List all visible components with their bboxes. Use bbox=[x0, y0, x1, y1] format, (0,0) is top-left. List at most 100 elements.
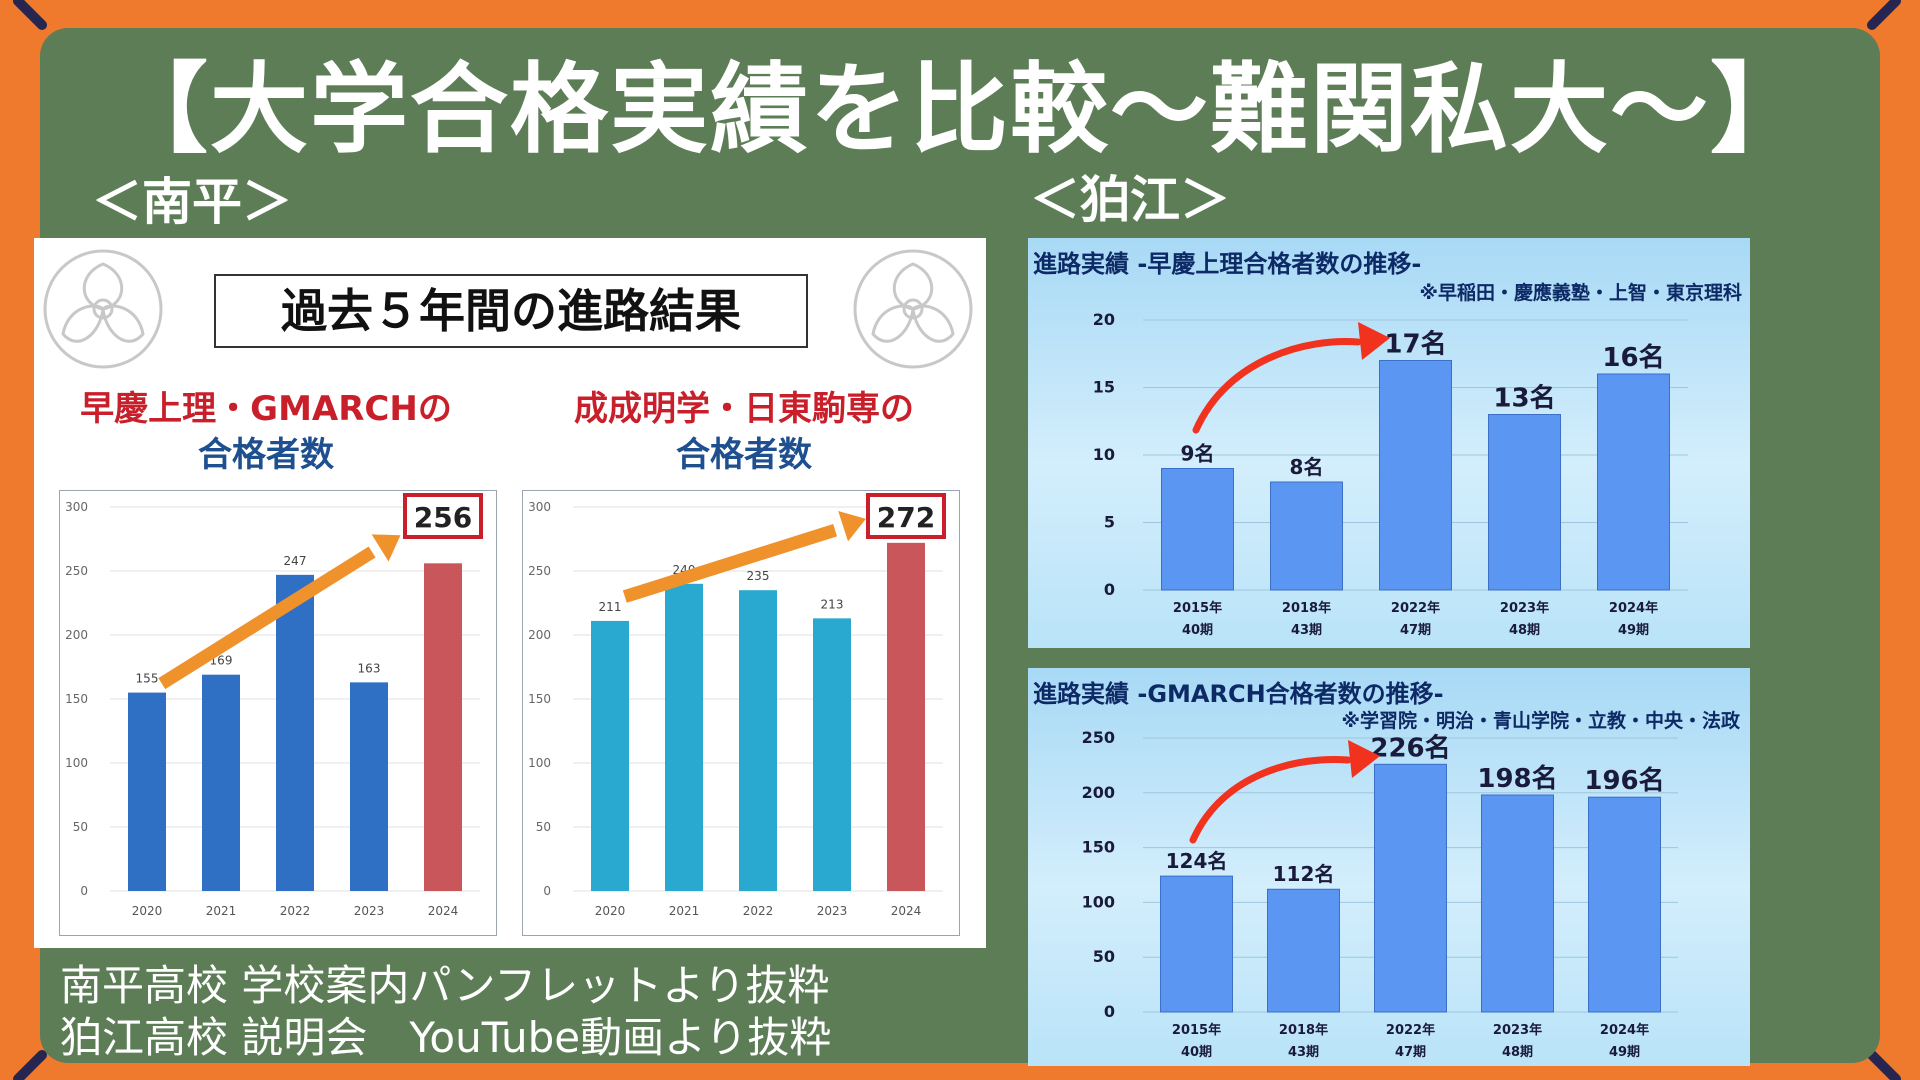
bar bbox=[1481, 794, 1554, 1013]
school-crest-icon bbox=[43, 249, 163, 369]
x-tick-label: 2018年 bbox=[1279, 1022, 1328, 1038]
komae-chart2-note: ※学習院・明治・青山学院・立教・中央・法政 bbox=[1341, 710, 1740, 732]
bar bbox=[350, 682, 388, 891]
bar bbox=[1267, 888, 1340, 1013]
data-label: 112名 bbox=[1273, 862, 1335, 886]
x-tick-label: 2021 bbox=[206, 904, 237, 918]
y-tick-label: 100 bbox=[528, 756, 551, 770]
x-subtick-label: 43期 bbox=[1291, 623, 1322, 638]
page-title: 【大学合格実績を比較～難関私大～】 bbox=[109, 53, 1810, 167]
trend-arrow bbox=[622, 524, 838, 603]
chart-komae-gmarch: 0 50 100 150 200 250 124名 2015年 40期 112名 2018年 43期 2… bbox=[1082, 728, 1678, 1060]
right-section-label: ＜狛江＞ bbox=[1030, 171, 1230, 229]
x-tick-label: 2022年 bbox=[1386, 1022, 1435, 1038]
data-label: 155 bbox=[136, 672, 159, 686]
x-tick-label: 2024年 bbox=[1609, 600, 1658, 616]
x-tick-label: 2022年 bbox=[1391, 600, 1440, 616]
data-label: 247 bbox=[284, 554, 307, 568]
left-section-label: ＜南平＞ bbox=[92, 173, 292, 231]
x-tick-label: 2022 bbox=[743, 904, 774, 918]
data-label: 16名 bbox=[1602, 342, 1664, 373]
trend-arrow bbox=[1189, 755, 1352, 844]
callout-value: 272 bbox=[877, 501, 935, 534]
trend-arrow-head bbox=[371, 534, 401, 562]
trend-arrow-head bbox=[838, 510, 866, 542]
bar bbox=[739, 590, 777, 891]
x-tick-label: 2024 bbox=[428, 904, 459, 918]
x-tick-label: 2020 bbox=[132, 904, 163, 918]
y-tick-label: 300 bbox=[65, 500, 88, 514]
minamidaira-panel: 過去５年間の進路結果 早慶上理・GMARCHの 合格者数 成成明学・日東駒専の … bbox=[34, 238, 986, 948]
data-label: 213 bbox=[821, 597, 844, 611]
y-tick-label: 15 bbox=[1093, 378, 1115, 397]
chart-komae-sokei: 0 5 10 15 20 9名 2015年 40期 8名 2018年 43期 17名 2022年 47期 1… bbox=[1093, 310, 1688, 638]
x-tick-label: 2015年 bbox=[1173, 600, 1222, 616]
bar bbox=[665, 583, 703, 891]
x-subtick-label: 48期 bbox=[1509, 623, 1540, 638]
bar bbox=[424, 563, 462, 891]
chart-seisei-nittoukomasen: 0501001502002503002020211202124020222352… bbox=[528, 493, 946, 918]
x-tick-label: 2023 bbox=[354, 904, 385, 918]
data-label: 9名 bbox=[1181, 442, 1215, 466]
x-tick-label: 2020 bbox=[595, 904, 626, 918]
chart1-heading-blue: 合格者数 bbox=[198, 435, 334, 475]
x-subtick-label: 43期 bbox=[1288, 1045, 1319, 1060]
data-label: 235 bbox=[747, 569, 770, 583]
x-tick-label: 2022 bbox=[280, 904, 311, 918]
source-caption-2: 狛江高校 説明会 YouTube動画より抜粋 bbox=[60, 1013, 832, 1062]
chart2-heading: 成成明学・日東駒専の 合格者数 bbox=[524, 386, 964, 478]
y-tick-label: 300 bbox=[528, 500, 551, 514]
trend-arrow-head bbox=[1348, 740, 1380, 778]
y-tick-label: 250 bbox=[65, 564, 88, 578]
bar bbox=[1160, 875, 1233, 1013]
bar bbox=[887, 542, 925, 891]
chart2-frame: 0 50 100 150 200 250 300 2020 211 2021 240 2022 235 2… bbox=[522, 490, 960, 936]
y-tick-label: 0 bbox=[1104, 580, 1115, 599]
x-subtick-label: 40期 bbox=[1182, 623, 1213, 638]
x-subtick-label: 48期 bbox=[1502, 1045, 1533, 1060]
komae-panel-1: 進路実績 -早慶上理合格者数の推移- ※早稲田・慶應義塾・上智・東京理科 0 5 1… bbox=[1028, 238, 1750, 648]
y-tick-label: 200 bbox=[528, 628, 551, 642]
chart1-heading: 早慶上理・GMARCHの 合格者数 bbox=[46, 386, 486, 478]
bar bbox=[1588, 796, 1661, 1013]
bar bbox=[813, 618, 851, 891]
bar bbox=[1374, 763, 1447, 1013]
y-tick-label: 200 bbox=[1082, 783, 1115, 802]
x-subtick-label: 47期 bbox=[1400, 623, 1431, 638]
bar bbox=[1161, 468, 1234, 591]
komae-chart1-heading: 進路実績 -早慶上理合格者数の推移- bbox=[1033, 250, 1422, 278]
trend-arrow-head bbox=[1358, 322, 1390, 360]
y-tick-label: 100 bbox=[1082, 892, 1115, 911]
data-label: 226名 bbox=[1370, 732, 1450, 763]
y-tick-label: 20 bbox=[1093, 310, 1115, 329]
y-tick-label: 200 bbox=[65, 628, 88, 642]
corner-pin bbox=[10, 0, 50, 33]
callout-value: 256 bbox=[414, 501, 472, 534]
chart1-frame: 0 50 100 150 200 250 300 2020 155 2021 169 2022 247 2… bbox=[59, 490, 497, 936]
y-tick-label: 10 bbox=[1093, 445, 1115, 464]
x-tick-label: 2015年 bbox=[1172, 1022, 1221, 1038]
y-tick-label: 0 bbox=[80, 884, 88, 898]
x-tick-label: 2018年 bbox=[1282, 600, 1331, 616]
chart-sokei-gmarch: 0501001502002503002020155202116920222472… bbox=[65, 493, 483, 918]
callout-box bbox=[866, 493, 946, 539]
minamidaira-title-box: 過去５年間の進路結果 bbox=[214, 274, 808, 348]
y-tick-label: 50 bbox=[1093, 947, 1115, 966]
komae-panel-2: 進路実績 -GMARCH合格者数の推移- ※学習院・明治・青山学院・立教・中央・… bbox=[1028, 668, 1750, 1066]
y-tick-label: 150 bbox=[528, 692, 551, 706]
komae-chart1-note: ※早稲田・慶應義塾・上智・東京理科 bbox=[1419, 282, 1742, 304]
chart2-heading-red: 成成明学・日東駒専の bbox=[574, 389, 914, 429]
y-tick-label: 150 bbox=[65, 692, 88, 706]
bar bbox=[128, 692, 166, 891]
data-label: 17名 bbox=[1384, 329, 1446, 360]
y-tick-label: 150 bbox=[1082, 838, 1115, 857]
bar bbox=[276, 574, 314, 891]
data-label: 8名 bbox=[1290, 455, 1324, 479]
x-tick-label: 2023年 bbox=[1493, 1022, 1542, 1038]
bar bbox=[202, 674, 240, 891]
x-subtick-label: 49期 bbox=[1618, 623, 1649, 638]
bar bbox=[1488, 414, 1561, 591]
bar bbox=[591, 620, 629, 891]
trend-arrow bbox=[1192, 338, 1362, 434]
y-tick-label: 250 bbox=[528, 564, 551, 578]
